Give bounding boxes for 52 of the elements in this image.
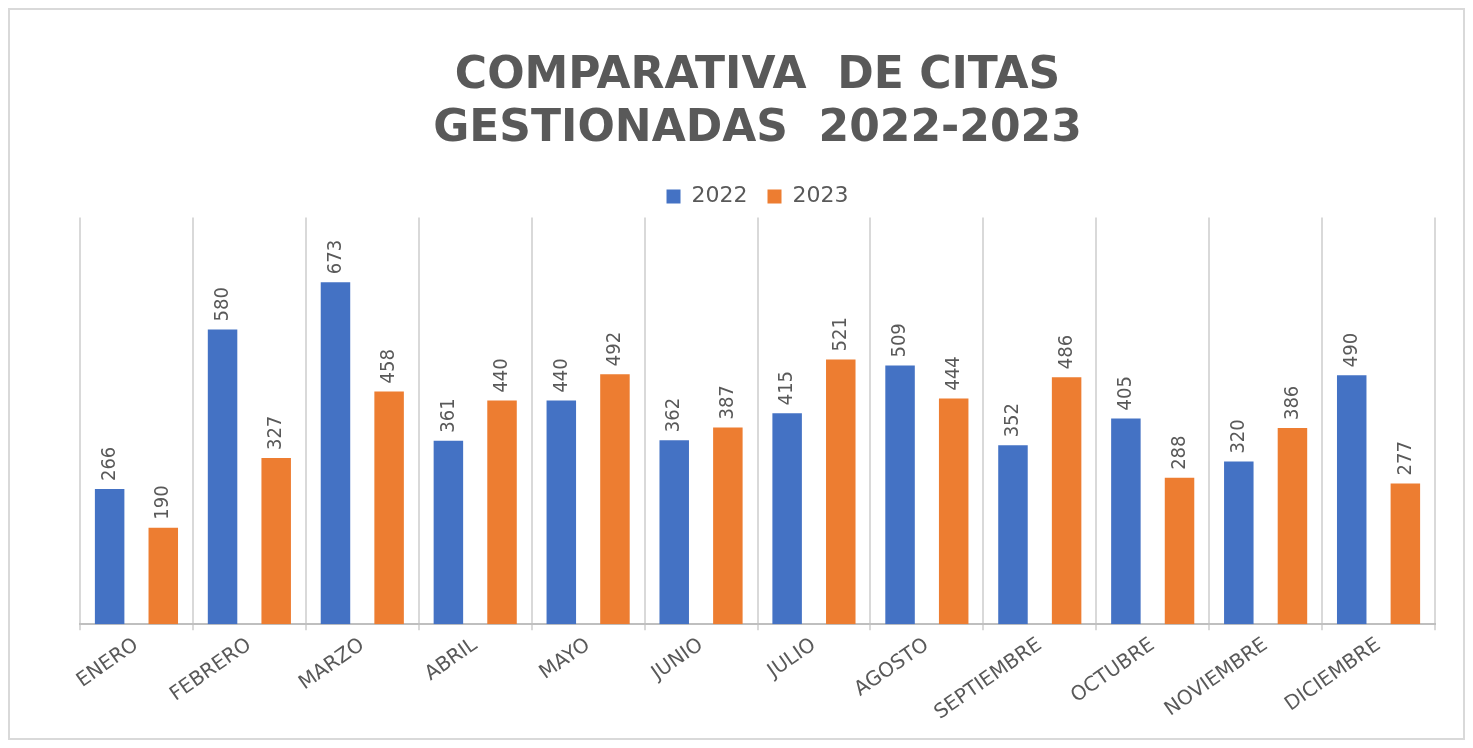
bar: [826, 359, 856, 625]
data-label: 444: [939, 356, 964, 391]
bar: [1164, 477, 1195, 625]
data-label: 580: [208, 287, 233, 322]
data-label: 440: [488, 358, 513, 393]
data-label: 521: [826, 317, 851, 352]
bar: [600, 374, 630, 625]
data-label: 327: [262, 415, 287, 451]
bar: [261, 458, 291, 625]
bar: [433, 440, 464, 625]
bar: [320, 282, 351, 625]
bar: [1224, 461, 1254, 625]
data-label: 458: [375, 349, 400, 384]
bar: [998, 445, 1028, 625]
data-label: 352: [999, 402, 1024, 438]
data-label: 673: [321, 239, 346, 275]
bar: [374, 391, 404, 625]
data-label: 362: [660, 397, 685, 433]
data-label: 440: [547, 358, 572, 393]
bar: [546, 400, 577, 625]
bar: [1277, 428, 1308, 625]
data-label: 266: [95, 446, 120, 482]
bar: [1336, 375, 1367, 625]
legend-label: 2023: [792, 182, 849, 208]
data-label: 490: [1337, 332, 1362, 368]
data-label: 509: [886, 323, 911, 358]
bar: [885, 365, 915, 625]
bar: [94, 489, 125, 625]
data-label: 492: [601, 331, 626, 367]
legend-label: 2022: [691, 182, 748, 208]
data-label: 486: [1052, 334, 1077, 370]
bar: [148, 527, 179, 625]
data-label: 190: [149, 485, 174, 520]
bar: [938, 398, 969, 625]
bar: [1051, 377, 1082, 625]
text: GESTIONADAS 2022-2023: [433, 99, 1082, 151]
text: COMPARATIVA DE CITAS: [454, 46, 1061, 98]
data-label: 415: [773, 370, 798, 406]
bar: [487, 400, 517, 625]
bar: [772, 413, 802, 625]
data-label: 288: [1165, 435, 1190, 470]
data-label: 405: [1112, 376, 1137, 411]
bar: [1111, 418, 1141, 625]
data-label: 387: [714, 385, 739, 420]
bar: [713, 427, 743, 625]
data-label: 361: [434, 398, 459, 433]
data-label: 386: [1278, 385, 1303, 421]
bar: [1390, 483, 1421, 625]
data-label: 320: [1225, 419, 1250, 454]
data-label: 277: [1391, 441, 1416, 476]
bar: [207, 329, 238, 625]
bar: [659, 440, 689, 625]
